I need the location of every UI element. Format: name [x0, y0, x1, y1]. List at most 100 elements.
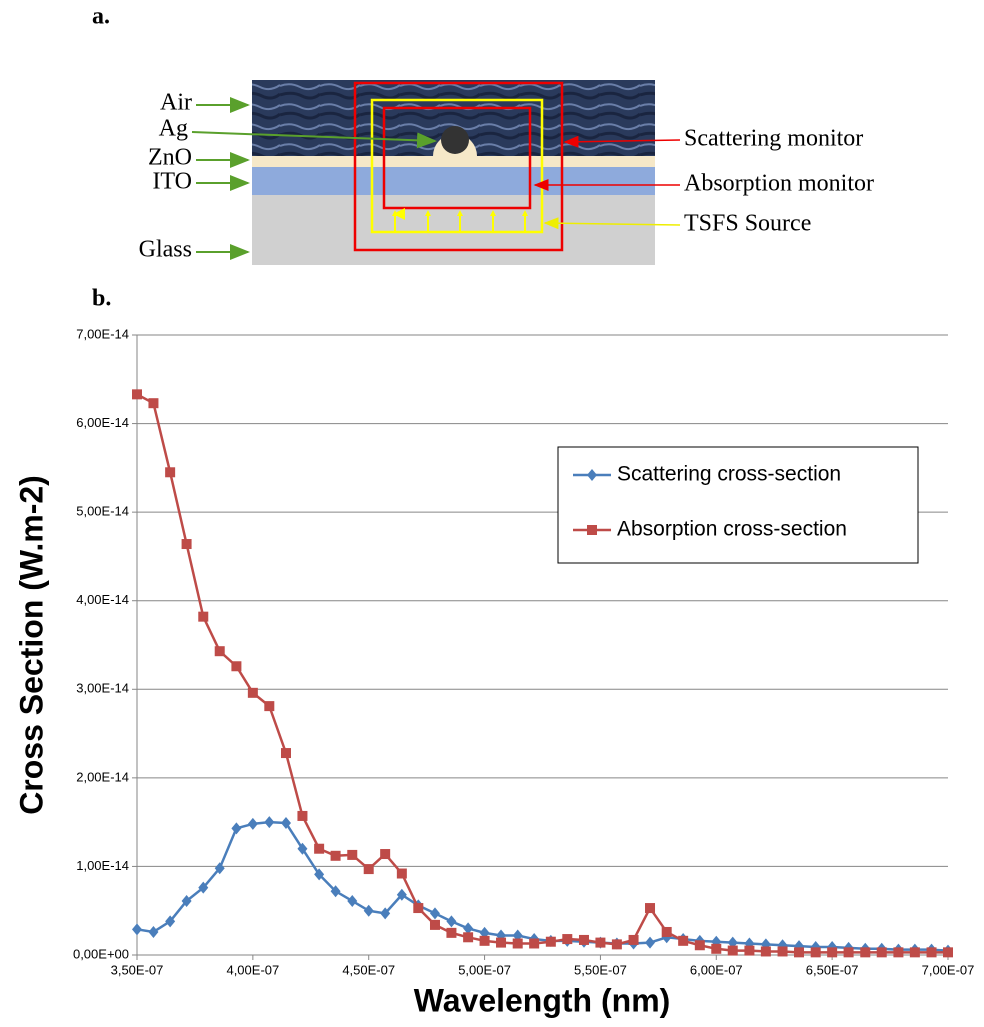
- marker: [429, 907, 440, 920]
- marker: [827, 947, 838, 958]
- marker: [463, 932, 474, 943]
- y-tick-label: 4,00E-14: [76, 592, 129, 607]
- marker: [678, 935, 689, 946]
- marker: [280, 748, 291, 759]
- y-tick-label: 7,00E-14: [76, 326, 129, 341]
- y-tick-label: 2,00E-14: [76, 769, 129, 784]
- marker: [429, 919, 440, 930]
- marker: [645, 903, 656, 914]
- marker: [363, 864, 374, 875]
- x-tick-label: 6,50E-07: [806, 962, 859, 977]
- structure-diagram: [191, 80, 681, 265]
- marker: [214, 646, 225, 657]
- x-tick-label: 6,00E-07: [690, 962, 743, 977]
- marker: [165, 915, 176, 928]
- layer-label: ZnO: [148, 145, 192, 171]
- marker: [661, 926, 672, 937]
- marker: [860, 947, 871, 958]
- layer-label: Glass: [139, 237, 192, 263]
- marker: [496, 937, 507, 948]
- x-tick-label: 4,50E-07: [342, 962, 395, 977]
- marker: [744, 945, 755, 956]
- marker: [843, 947, 854, 958]
- marker: [479, 935, 490, 946]
- marker: [694, 940, 705, 951]
- marker: [314, 843, 325, 854]
- marker: [330, 850, 341, 861]
- marker: [297, 842, 308, 855]
- marker: [148, 398, 159, 409]
- marker: [231, 822, 242, 835]
- marker: [711, 943, 722, 954]
- marker: [264, 816, 275, 829]
- y-tick-label: 5,00E-14: [76, 504, 129, 519]
- marker: [760, 946, 771, 957]
- marker: [264, 701, 275, 712]
- marker: [628, 934, 639, 945]
- marker: [314, 868, 325, 881]
- marker: [727, 945, 738, 956]
- x-tick-label: 4,00E-07: [226, 962, 279, 977]
- marker: [413, 903, 424, 914]
- chart: 0,00E+00 1,00E-14 2,00E-14 3,00E-14 4,00E-14…: [73, 326, 974, 977]
- y-tick-label: 0,00E+00: [73, 946, 129, 961]
- x-tick-label: 7,00E-07: [922, 962, 975, 977]
- y-tick-label: 3,00E-14: [76, 681, 129, 696]
- marker: [280, 817, 291, 830]
- y-tick-label: 6,00E-14: [76, 415, 129, 430]
- legend-label: Absorption cross-section: [617, 518, 847, 541]
- marker: [810, 947, 821, 958]
- marker: [562, 934, 573, 945]
- x-axis-title: Wavelength (nm): [414, 982, 671, 1018]
- marker: [347, 894, 358, 907]
- legend-label: Scattering cross-section: [617, 463, 841, 486]
- marker: [396, 888, 407, 901]
- marker: [198, 611, 209, 622]
- x-tick-label: 5,00E-07: [458, 962, 511, 977]
- marker: [611, 939, 622, 950]
- panel-label: a.: [92, 4, 110, 30]
- layer-label: Air: [160, 90, 192, 116]
- marker: [529, 938, 540, 949]
- y-tick-label: 1,00E-14: [76, 858, 129, 873]
- marker: [943, 947, 953, 958]
- marker: [876, 947, 887, 958]
- monitor-label: TSFS Source: [684, 211, 811, 237]
- panel-label: b.: [92, 286, 111, 312]
- y-axis-title: Cross Section (W.m-2): [13, 475, 49, 815]
- layer-label: ITO: [152, 169, 192, 195]
- marker: [512, 938, 523, 949]
- marker: [363, 904, 374, 917]
- x-tick-label: 5,50E-07: [574, 962, 627, 977]
- marker: [165, 467, 176, 478]
- marker: [380, 907, 391, 920]
- marker: [247, 687, 258, 698]
- marker: [181, 539, 192, 550]
- marker: [645, 936, 656, 949]
- marker: [297, 810, 308, 821]
- marker: [777, 946, 788, 957]
- marker: [446, 915, 457, 928]
- monitor-label: Absorption monitor: [684, 171, 874, 197]
- marker: [893, 947, 904, 958]
- marker: [198, 881, 209, 894]
- marker: [231, 661, 242, 672]
- marker: [132, 923, 142, 936]
- legend-box: [557, 446, 919, 564]
- marker: [132, 389, 142, 400]
- marker: [463, 922, 474, 935]
- marker: [396, 868, 407, 879]
- legend-marker: [587, 469, 597, 481]
- marker: [578, 934, 589, 945]
- legend-marker: [587, 525, 597, 535]
- marker: [909, 947, 920, 958]
- marker: [247, 817, 258, 830]
- layer-label: Ag: [159, 116, 188, 142]
- x-tick-label: 3,50E-07: [111, 962, 164, 977]
- marker: [347, 849, 358, 860]
- marker: [926, 947, 937, 958]
- marker: [380, 849, 391, 860]
- marker: [181, 894, 192, 907]
- marker: [545, 936, 556, 947]
